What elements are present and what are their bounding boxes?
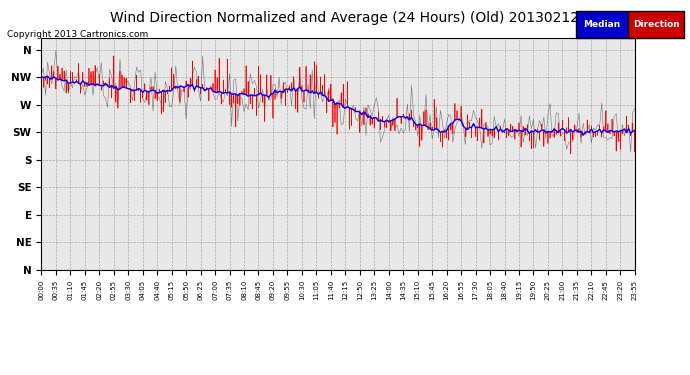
Text: Copyright 2013 Cartronics.com: Copyright 2013 Cartronics.com <box>7 30 148 39</box>
Text: Wind Direction Normalized and Average (24 Hours) (Old) 20130212: Wind Direction Normalized and Average (2… <box>110 11 580 25</box>
Text: Direction: Direction <box>633 20 680 29</box>
Text: Median: Median <box>584 20 620 29</box>
